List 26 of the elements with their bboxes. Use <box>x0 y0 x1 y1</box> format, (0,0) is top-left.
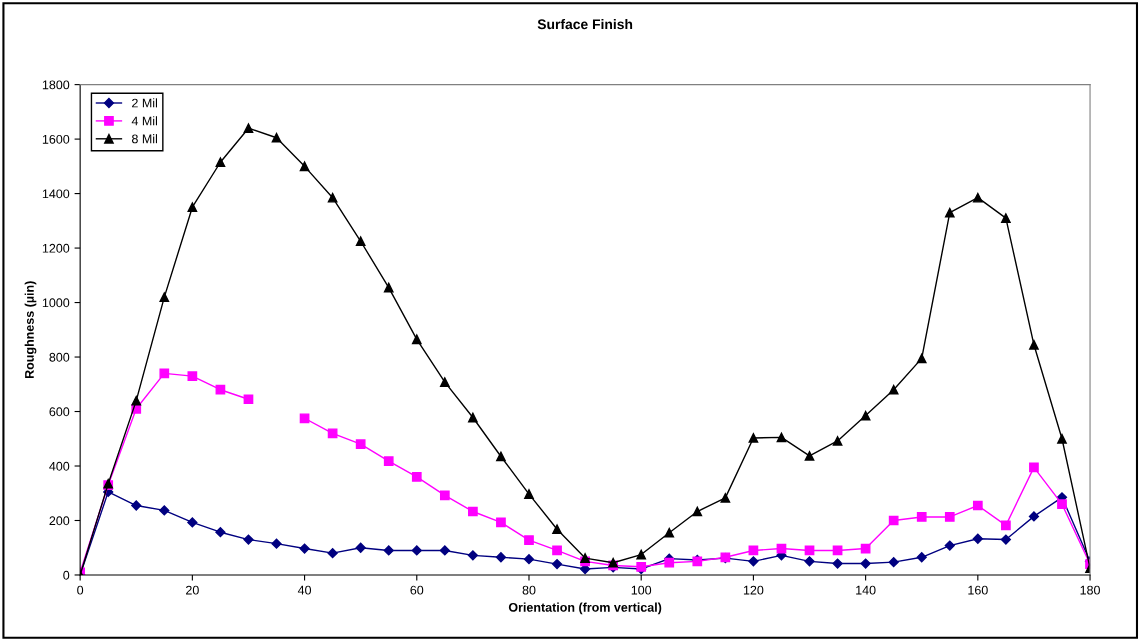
y-axis-title: Roughness (µin) <box>24 281 37 379</box>
x-tick-label: 120 <box>743 585 764 595</box>
y-tick-label: 1400 <box>42 189 70 199</box>
y-tick-label: 600 <box>49 407 70 417</box>
x-tick-label: 140 <box>856 585 876 595</box>
x-tick-label: 40 <box>297 585 312 595</box>
y-tick-label: 0 <box>63 570 70 580</box>
y-tick-label: 1000 <box>42 298 70 308</box>
y-tick-label: 400 <box>49 461 70 471</box>
y-tick-label: 1600 <box>42 134 70 144</box>
legend-label: 8 Mil <box>131 134 158 144</box>
x-tick-label: 100 <box>631 585 652 595</box>
x-axis-title: Orientation (from vertical) <box>508 602 662 615</box>
x-tick-label: 80 <box>522 585 536 595</box>
x-tick-label: 20 <box>186 585 199 595</box>
legend-label: 4 Mil <box>131 116 158 126</box>
y-tick-label: 1200 <box>42 243 70 253</box>
y-tick-label: 200 <box>49 516 70 526</box>
y-tick-label: 1800 <box>42 80 70 90</box>
x-tick-label: 160 <box>968 585 988 595</box>
x-tick-label: 60 <box>410 585 424 595</box>
legend-label: 2 Mil <box>132 98 158 108</box>
y-tick-label: 800 <box>49 352 70 362</box>
x-tick-label: 0 <box>77 585 84 595</box>
chart-title: Surface Finish <box>537 18 633 30</box>
x-tick-label: 180 <box>1080 585 1100 595</box>
